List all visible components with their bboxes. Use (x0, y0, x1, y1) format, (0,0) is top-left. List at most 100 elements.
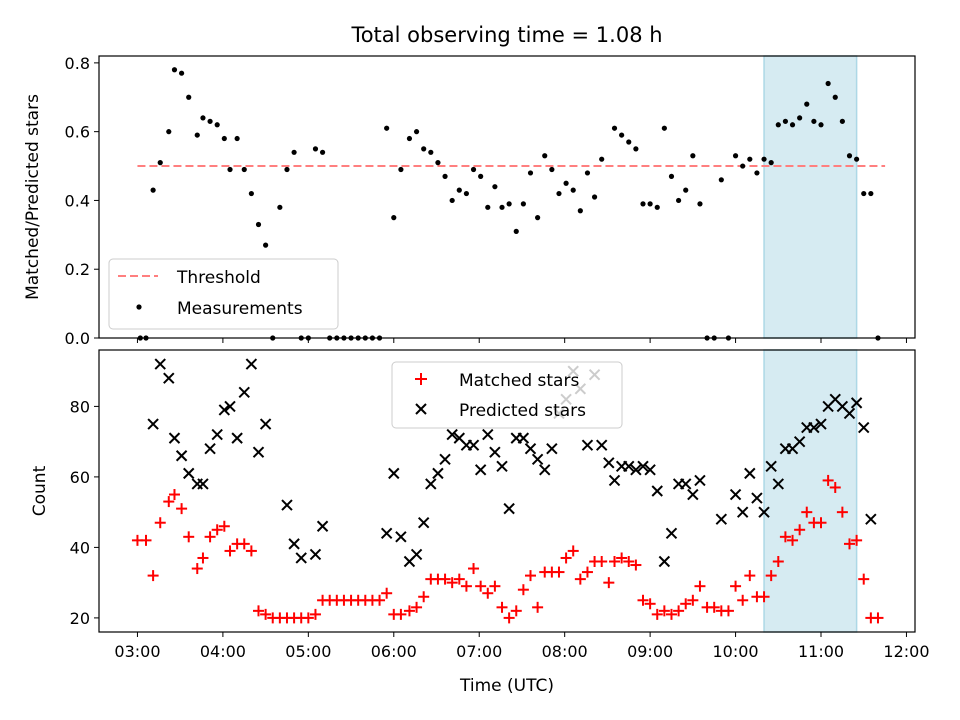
predicted-star-point (238, 386, 250, 399)
matched-star-point (673, 605, 685, 617)
matched-star-point (722, 605, 734, 617)
predicted-star-point (581, 439, 594, 451)
matched-star-point (730, 580, 742, 592)
predicted-star-point (496, 460, 508, 473)
measurement-point (549, 166, 555, 173)
matched-star-point (851, 534, 863, 546)
matched-star-point (197, 552, 209, 564)
x-tick-label: 08:00 (542, 642, 588, 661)
predicted-star-point (281, 499, 293, 511)
predicted-star-point (715, 513, 728, 525)
matched-star-point (758, 591, 770, 603)
legend-threshold-label: Threshold (176, 268, 261, 288)
matched-star-point (603, 577, 615, 589)
measurement-point (661, 125, 667, 131)
predicted-star-point (439, 453, 451, 465)
matched-star-point (475, 580, 487, 592)
measurement-point (421, 146, 427, 152)
x-tick-label: 11:00 (798, 642, 844, 661)
measurement-point (825, 80, 831, 87)
predicted-star-point (623, 460, 635, 473)
legend-matched-label: Matched stars (459, 371, 579, 391)
measurement-point (520, 201, 526, 207)
matched-star-point (224, 545, 236, 557)
matched-star-point (794, 524, 806, 536)
legend-predicted-label: Predicted stars (459, 401, 586, 421)
matched-star-point (482, 587, 494, 599)
matched-star-point (403, 605, 415, 617)
matched-star-point (779, 531, 791, 543)
measurement-point (527, 170, 534, 176)
predicted-star-point (204, 442, 216, 455)
matched-star-point (218, 520, 230, 532)
measurement-point (150, 187, 156, 193)
predicted-star-point (644, 464, 656, 476)
matched-star-point (858, 573, 870, 585)
measurement-point (513, 228, 519, 234)
matched-star-point (665, 608, 677, 620)
matched-star-point (395, 608, 407, 620)
measurement-point (697, 201, 703, 207)
predicted-star-point (531, 453, 544, 465)
matched-star-point (708, 601, 720, 613)
measurement-point (563, 180, 569, 186)
predicted-star-point (175, 450, 188, 462)
legend-predicted-swatch (415, 403, 427, 415)
measurement-point (194, 132, 200, 138)
predicted-star-point (744, 467, 756, 480)
measurement-point (633, 146, 639, 152)
measurement-point (584, 170, 591, 176)
predicted-star-point (417, 517, 430, 529)
predicted-stars-points (147, 358, 877, 568)
measurement-point (570, 187, 576, 193)
matched-star-point (411, 601, 423, 613)
count-y-axis-label: Count (30, 465, 50, 516)
y-tick-label: 40 (70, 538, 90, 557)
predicted-star-point (231, 432, 243, 444)
measurement-point (241, 166, 247, 173)
matched-star-point (787, 534, 799, 546)
y-tick-label: 60 (70, 468, 90, 487)
matched-star-point (147, 570, 159, 582)
predicted-star-point (765, 460, 777, 473)
matched-star-point (503, 612, 515, 624)
measurement-point (626, 139, 632, 145)
measurement-point (804, 101, 810, 107)
measurement-point (676, 197, 682, 204)
predicted-star-point (395, 531, 407, 543)
ratio-y-axis-label: Matched/Predicted stars (23, 94, 43, 300)
matched-star-point (524, 570, 536, 582)
predicted-star-point (858, 421, 870, 434)
predicted-star-point (259, 418, 272, 430)
measurement-point (506, 201, 512, 207)
measurement-point (818, 122, 824, 128)
matched-star-point (623, 556, 635, 567)
measurement-point (207, 118, 213, 124)
x-tick-label: 06:00 (371, 642, 417, 661)
matched-star-point (183, 531, 195, 543)
matched-star-point (489, 580, 501, 592)
y-tick-label: 0.6 (65, 123, 90, 142)
measurement-point (284, 166, 290, 173)
ratio-panel: 0.00.20.40.60.8 Matched/Predicted stars … (23, 54, 916, 348)
predicted-star-point (503, 502, 515, 515)
predicted-star-point (309, 548, 322, 561)
measurement-point (577, 208, 583, 214)
matched-star-point (581, 566, 593, 578)
y-tick-label: 0.0 (65, 329, 90, 348)
predicted-star-point (295, 552, 307, 564)
measurement-point (485, 204, 491, 210)
matched-star-point (637, 594, 649, 606)
predicted-star-point (474, 464, 487, 476)
matched-star-point (154, 517, 166, 529)
matched-star-point (211, 524, 223, 536)
measurement-point (556, 190, 562, 197)
predicted-star-point (218, 404, 231, 416)
x-tick-label: 05:00 (285, 642, 331, 661)
predicted-star-point (380, 527, 393, 540)
measurement-point (740, 163, 746, 169)
legend-measurements-label: Measurements (177, 299, 303, 319)
count-y-ticks: 20 40 60 80 (70, 397, 99, 628)
predicted-star-point (147, 418, 159, 430)
